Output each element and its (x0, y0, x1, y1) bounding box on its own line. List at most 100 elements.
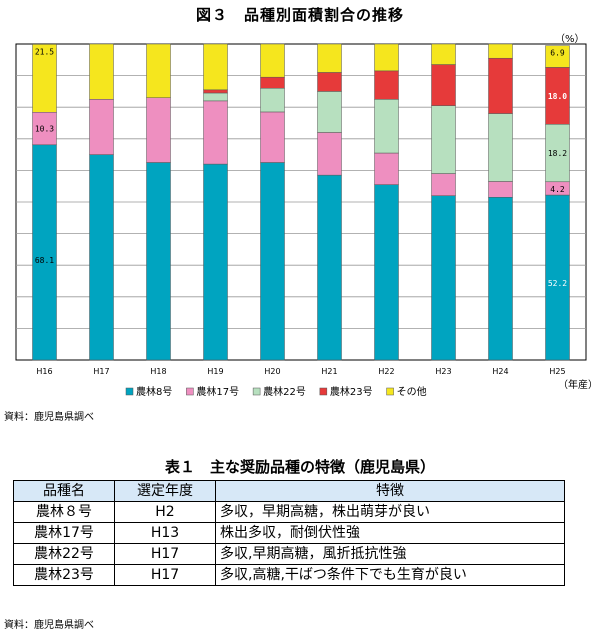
x-tick-label: H17 (93, 367, 109, 376)
bar-H17-農林8号 (89, 154, 114, 361)
x-axis-unit: （年産） (558, 378, 598, 391)
data-label: 18.0 (548, 92, 567, 101)
x-tick-label: H21 (321, 367, 337, 376)
data-label: 68.1 (35, 256, 54, 265)
bar-H20-農林17号 (260, 111, 285, 163)
bar-H24-農林23号 (488, 57, 513, 114)
bar-H21-農林23号 (317, 72, 342, 92)
legend-label: その他 (397, 385, 427, 398)
variety-table: 品種名 選定年度 特徴 農林８号 H2 多収，早期高糖，株出萌芽が良い 農林17… (13, 480, 565, 586)
data-label: 21.5 (35, 47, 54, 56)
bar-H23-農林22号 (431, 105, 456, 174)
x-tick-label: H16 (36, 367, 52, 376)
data-label: 18.2 (548, 149, 567, 158)
bar-H19-農林22号 (203, 92, 228, 102)
figure-title: 図３ 品種別面積割合の推移 (195, 6, 404, 24)
bar-H22-農林22号 (374, 99, 399, 154)
legend-swatch (319, 387, 328, 396)
bar-H25-農林22号 (545, 124, 570, 183)
bar-H20-農林23号 (260, 76, 285, 89)
data-labels: 21.5 10.3 68.1 6.9 18.0 18.2 4.2 52.2 (35, 47, 567, 287)
unit-label: （%） (555, 34, 585, 45)
bar-H24-その他 (488, 43, 513, 59)
legend-label: 農林22号 (263, 385, 306, 398)
legend: 農林8号 農林17号 農林22号 農林23号 その他 (125, 385, 427, 398)
data-label: 52.2 (548, 279, 567, 288)
table-header-row: 品種名 選定年度 特徴 (13, 480, 565, 502)
cell-variety: 農林23号 (13, 564, 115, 586)
table-source-note: 資料：鹿児島県調べ (4, 620, 94, 631)
cell-features: 多収,高糖,干ばつ条件下でも生育が良い (215, 564, 565, 586)
bar-H18-農林8号 (146, 162, 171, 361)
bar-H23-その他 (431, 43, 456, 65)
bar-H22-農林17号 (374, 152, 399, 185)
x-tick-label: H19 (207, 367, 223, 376)
data-label: 10.3 (35, 125, 54, 134)
bar-H23-農林8号 (431, 195, 456, 361)
cell-features: 株出多収，耐倒伏性強 (215, 522, 565, 544)
bar-H17-農林17号 (89, 99, 114, 155)
bar-H20-農林8号 (260, 162, 285, 361)
bar-H18-農林17号 (146, 97, 171, 163)
cell-year: H17 (114, 543, 216, 565)
legend-label: 農林8号 (136, 385, 172, 398)
table-title: 表１ 主な奨励品種の特徴（鹿児島県） (164, 458, 435, 476)
bar-H16-その他 (32, 44, 57, 113)
chart-source-note: 資料：鹿児島県調べ (4, 412, 94, 423)
bar-H25-その他 (545, 45, 570, 68)
table-row: 農林８号 H2 多収，早期高糖，株出萌芽が良い (13, 501, 565, 523)
bar-H19-その他 (203, 43, 228, 91)
bar-H22-農林8号 (374, 184, 399, 361)
bar-H21-その他 (317, 43, 342, 73)
bar-H16-農林8号 (32, 144, 57, 361)
legend-swatch (125, 387, 134, 396)
header-features: 特徴 (215, 480, 565, 502)
x-tick-label: H22 (378, 367, 394, 376)
bar-H22-その他 (374, 43, 399, 72)
cell-variety: 農林17号 (13, 522, 115, 544)
bar-H24-農林22号 (488, 113, 513, 182)
cell-year: H2 (114, 501, 216, 523)
cell-features: 多収，早期高糖，株出萌芽が良い (215, 501, 565, 523)
bar-H25-農林23号 (545, 67, 570, 125)
table-row: 農林17号 H13 株出多収，耐倒伏性強 (13, 522, 565, 544)
legend-swatch (186, 387, 194, 396)
bar-H17-その他 (89, 43, 114, 100)
data-label: 6.9 (550, 49, 565, 58)
bar-H25-農林8号 (545, 194, 570, 361)
bar-H24-農林17号 (488, 181, 513, 198)
legend-label: 農林23号 (330, 385, 373, 398)
stacked-bar-chart: 21.5 10.3 68.1 6.9 18.0 18.2 4.2 52.2 H16 H17 H18… (15, 43, 598, 398)
table-row: 農林22号 H17 多収,早期高糖，風折抵抗性強 (13, 543, 565, 565)
bar-H20-その他 (260, 43, 285, 78)
bar-H19-農林23号 (203, 89, 228, 94)
bar-H21-農林8号 (317, 174, 342, 361)
header-year: 選定年度 (114, 480, 216, 502)
bar-H23-農林23号 (431, 64, 456, 106)
bar-H24-農林8号 (488, 197, 513, 361)
x-tick-label: H23 (435, 367, 451, 376)
legend-swatch (252, 387, 261, 396)
legend-swatch (386, 387, 394, 396)
data-label: 4.2 (550, 185, 565, 194)
bar-H23-農林17号 (431, 173, 456, 196)
bar-H22-農林23号 (374, 70, 399, 100)
bar-H19-農林17号 (203, 100, 228, 165)
cell-variety: 農林８号 (13, 501, 115, 523)
x-tick-label: H20 (264, 367, 280, 376)
cell-variety: 農林22号 (13, 543, 115, 565)
x-tick-labels: H16 H17 H18 H19 H20 H21 H22 H23 H24 H25 （年産） (36, 367, 598, 391)
bars (32, 43, 570, 361)
x-tick-label: H18 (150, 367, 166, 376)
bar-H21-農林22号 (317, 91, 342, 133)
bar-H16-農林17号 (32, 112, 57, 146)
header-variety: 品種名 (13, 480, 115, 502)
cell-year: H13 (114, 522, 216, 544)
bar-H19-農林8号 (203, 163, 228, 361)
cell-year: H17 (114, 564, 216, 586)
cell-features: 多収,早期高糖，風折抵抗性強 (215, 543, 565, 565)
x-tick-label: H25 (549, 367, 565, 376)
bar-H18-その他 (146, 43, 171, 98)
table-row: 農林23号 H17 多収,高糖,干ばつ条件下でも生育が良い (13, 564, 565, 586)
bar-H20-農林22号 (260, 87, 285, 113)
